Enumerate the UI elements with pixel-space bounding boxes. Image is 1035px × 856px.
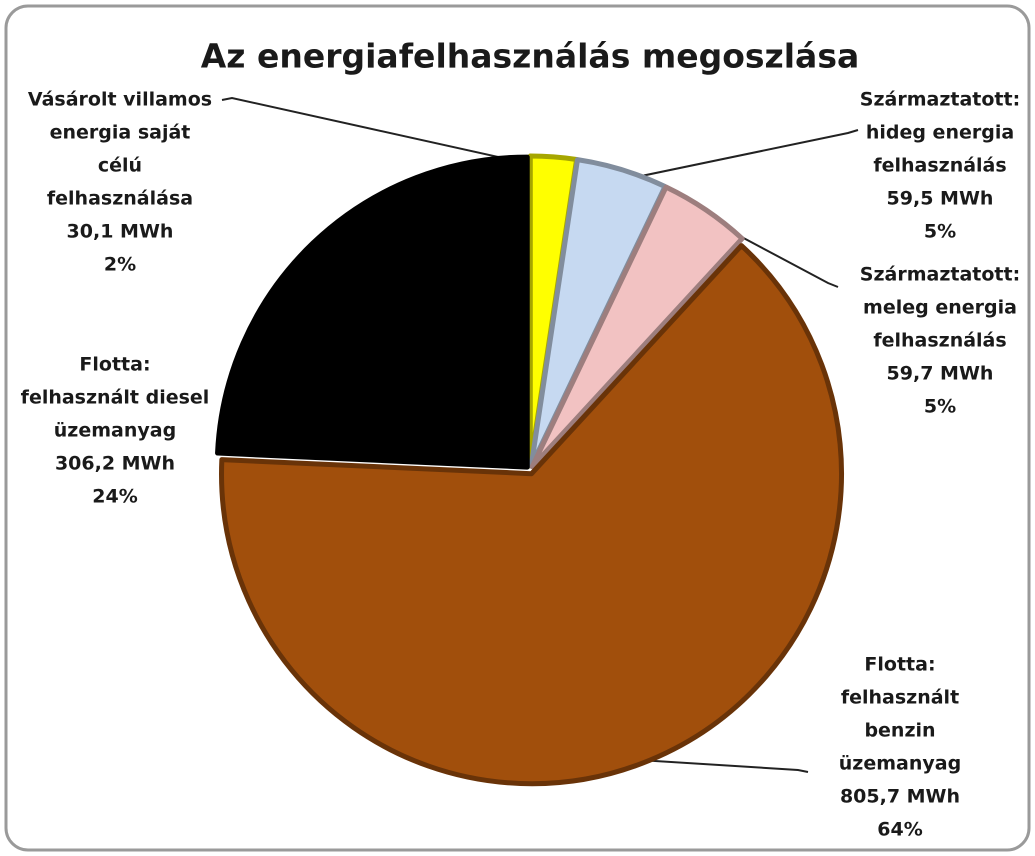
leader-lines: [221, 96, 859, 773]
category-label: hideg energia: [866, 122, 1014, 144]
percent-label: 5%: [924, 221, 956, 243]
percent-label: 24%: [92, 486, 137, 508]
category-label: célú: [98, 155, 142, 177]
category-label: üzemanyag: [54, 420, 176, 442]
category-label: felhasználása: [47, 188, 193, 210]
category-label: üzemanyag: [839, 753, 961, 775]
category-label: benzin: [864, 720, 935, 742]
pie-slice: [215, 154, 530, 470]
category-label: Flotta:: [79, 354, 150, 376]
category-label: Származtatott:: [860, 89, 1020, 111]
pie-slice: [219, 243, 844, 787]
chart-title: Az energiafelhasználás megoszlása: [201, 37, 860, 76]
percent-label: 5%: [924, 396, 956, 418]
percent-label: 2%: [104, 254, 136, 276]
labels: Vásárolt villamos energia saját célú felhas…: [21, 89, 1021, 841]
value-label: 59,7 MWh: [887, 363, 994, 385]
category-label: felhasznált: [841, 687, 959, 709]
leader-line: [591, 756, 809, 773]
category-label: Flotta:: [864, 654, 935, 676]
leader-line: [221, 96, 549, 169]
category-label: felhasználás: [873, 155, 1006, 177]
pie-slice: [529, 184, 745, 470]
value-label: 805,7 MWh: [840, 786, 960, 808]
category-label: felhasznált diesel: [21, 387, 210, 409]
leader-line: [621, 129, 859, 181]
value-label: 30,1 MWh: [67, 221, 174, 243]
value-label: 59,5 MWh: [887, 188, 994, 210]
percent-label: 64%: [877, 819, 922, 841]
value-label: 306,2 MWh: [55, 453, 175, 475]
category-label: Származtatott:: [860, 264, 1020, 286]
category-label: meleg energia: [863, 297, 1017, 319]
leader-line: [705, 217, 839, 288]
pie: [215, 153, 844, 787]
category-label: Vásárolt villamos: [28, 89, 212, 111]
category-label: energia saját: [50, 122, 191, 144]
category-label: felhasználás: [873, 330, 1006, 352]
